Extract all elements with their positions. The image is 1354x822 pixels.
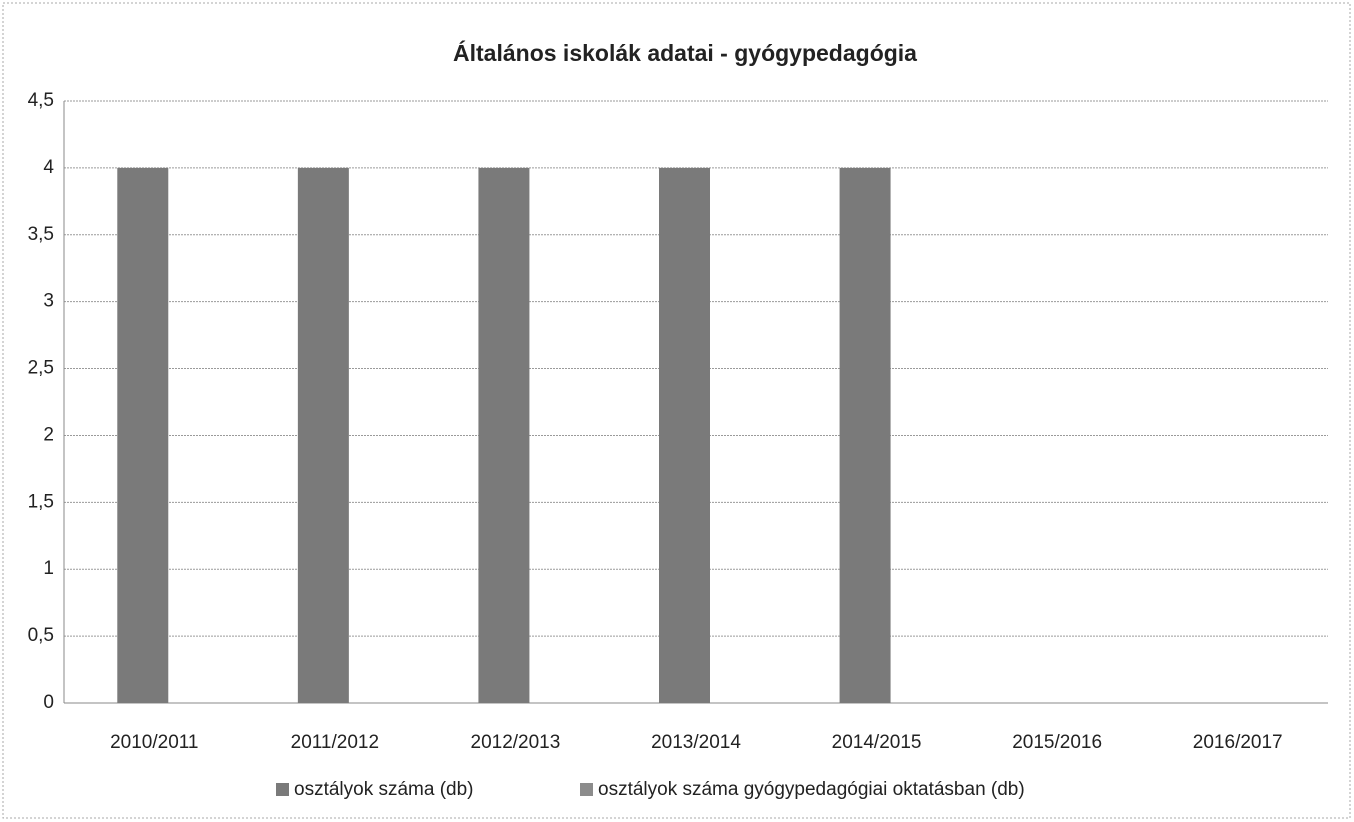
legend-label: osztályok száma (db) — [294, 779, 474, 800]
x-tick-label: 2013/2014 — [651, 732, 741, 753]
y-tick-label: 4 — [43, 157, 54, 178]
y-tick-label: 2,5 — [28, 358, 54, 379]
y-tick-label: 1,5 — [28, 491, 54, 512]
y-tick-label: 0 — [43, 692, 54, 713]
y-tick-label: 2 — [43, 424, 54, 445]
bar — [659, 167, 710, 703]
bar — [117, 167, 169, 703]
legend-swatch — [580, 783, 593, 796]
y-tick-label: 3,5 — [28, 224, 54, 245]
x-tick-label: 2010/2011 — [110, 732, 198, 753]
bar — [839, 167, 891, 703]
chart-title: Általános iskolák adatai - gyógypedagógi… — [453, 39, 917, 66]
x-tick-label: 2012/2013 — [471, 732, 561, 753]
y-tick-label: 0,5 — [28, 625, 54, 646]
bar — [297, 167, 349, 703]
y-tick-label: 4,5 — [28, 90, 54, 111]
y-tick-label: 1 — [43, 558, 54, 579]
legend-swatch — [276, 783, 289, 796]
legend-label: osztályok száma gyógypedagógiai oktatásb… — [598, 779, 1025, 800]
x-tick-label: 2015/2016 — [1012, 732, 1102, 753]
bar — [478, 167, 530, 703]
x-tick-label: 2016/2017 — [1193, 732, 1283, 753]
x-tick-label: 2011/2012 — [291, 732, 379, 753]
x-tick-label: 2014/2015 — [832, 732, 922, 753]
y-tick-label: 3 — [43, 291, 54, 312]
